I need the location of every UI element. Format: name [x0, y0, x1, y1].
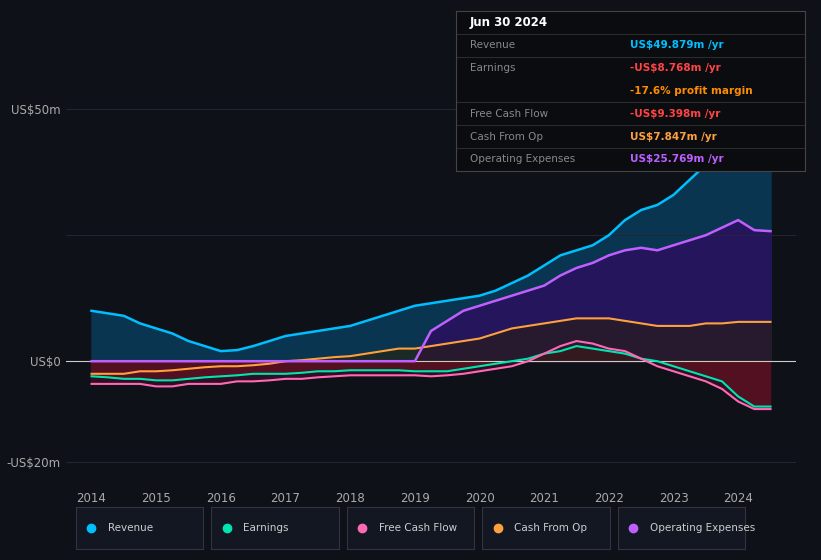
Text: Operating Expenses: Operating Expenses [649, 523, 754, 533]
Text: Earnings: Earnings [470, 63, 515, 73]
Text: Cash From Op: Cash From Op [470, 132, 543, 142]
Text: US$49.879m /yr: US$49.879m /yr [631, 40, 724, 50]
Text: Free Cash Flow: Free Cash Flow [378, 523, 456, 533]
Text: Earnings: Earnings [243, 523, 289, 533]
Text: US$25.769m /yr: US$25.769m /yr [631, 155, 724, 165]
Text: Revenue: Revenue [470, 40, 515, 50]
Text: Jun 30 2024: Jun 30 2024 [470, 16, 548, 29]
Text: Operating Expenses: Operating Expenses [470, 155, 575, 165]
Text: US$7.847m /yr: US$7.847m /yr [631, 132, 717, 142]
Text: -17.6% profit margin: -17.6% profit margin [631, 86, 753, 96]
Text: Cash From Op: Cash From Op [514, 523, 587, 533]
Text: Free Cash Flow: Free Cash Flow [470, 109, 548, 119]
Text: -US$9.398m /yr: -US$9.398m /yr [631, 109, 721, 119]
Text: -US$8.768m /yr: -US$8.768m /yr [631, 63, 721, 73]
Text: Revenue: Revenue [108, 523, 153, 533]
